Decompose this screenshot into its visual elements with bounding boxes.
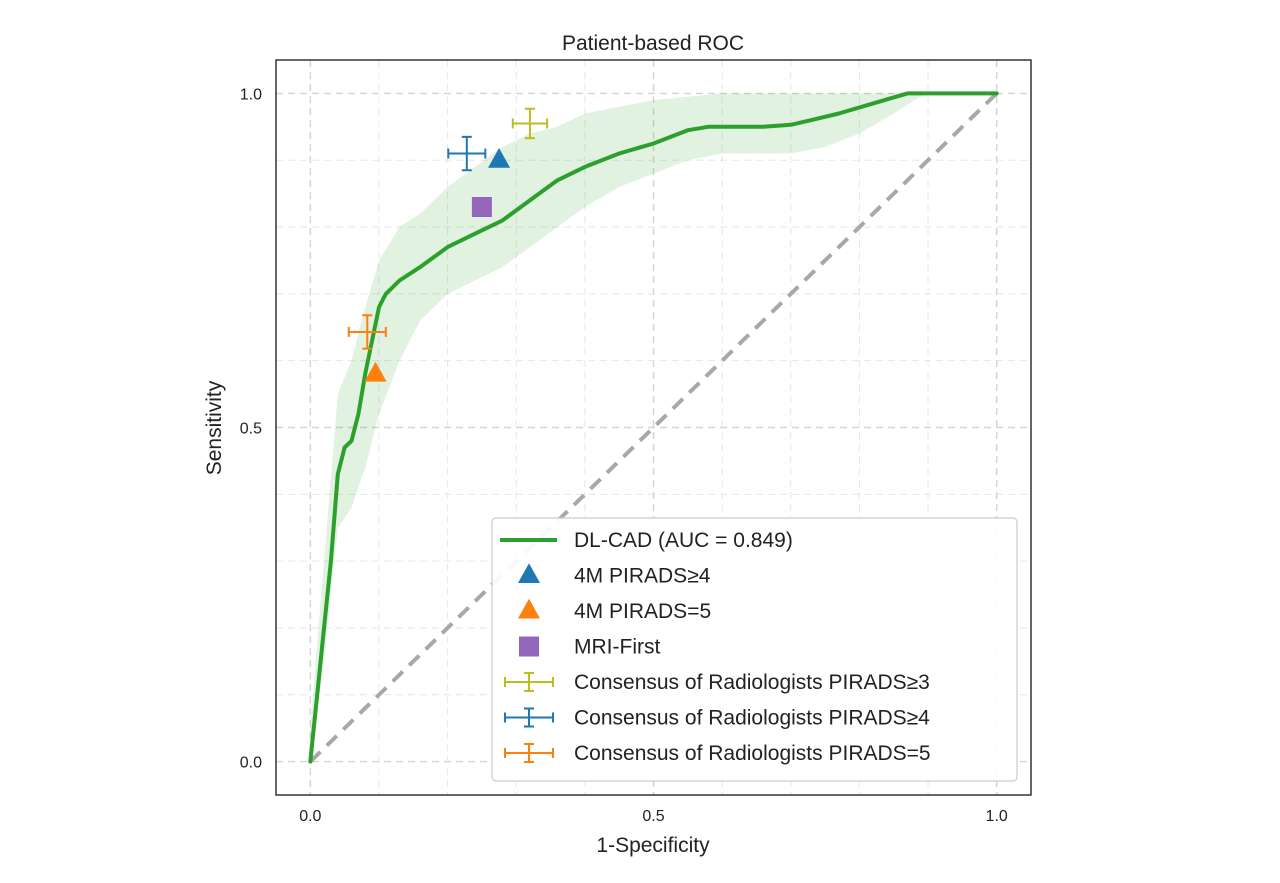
plot-frame bbox=[275, 59, 1032, 796]
x-tick-label: 0.5 bbox=[642, 808, 664, 825]
marker-layer bbox=[347, 107, 549, 382]
legend-entry: 4M PIRADS≥4 bbox=[518, 563, 711, 588]
y-tick-label: 0.0 bbox=[240, 755, 262, 772]
roc-curve-layer bbox=[308, 91, 999, 764]
x-axis-title: 1-Specificity bbox=[596, 834, 710, 857]
legend-label: Consensus of Radiologists PIRADS≥3 bbox=[574, 671, 930, 694]
legend-box bbox=[491, 517, 1018, 782]
errorbar-consensus-of-radiologists-pirads-3 bbox=[511, 107, 549, 140]
legend-entry: Consensus of Radiologists PIRADS=5 bbox=[504, 742, 931, 765]
legend-entry: DL-CAD (AUC = 0.849) bbox=[500, 529, 793, 552]
legend-label: Consensus of Radiologists PIRADS≥4 bbox=[574, 707, 930, 730]
legend-label: Consensus of Radiologists PIRADS=5 bbox=[574, 742, 931, 765]
legend-label: 4M PIRADS≥4 bbox=[574, 565, 711, 588]
x-tick-label: 1.0 bbox=[986, 808, 1008, 825]
legend-errorbar-swatch bbox=[504, 707, 554, 728]
legend-errorbar-swatch bbox=[504, 743, 554, 763]
confidence-band bbox=[310, 93, 997, 762]
legend-entry: 4M PIRADS=5 bbox=[518, 598, 711, 623]
roc-curve-line bbox=[308, 91, 999, 764]
legend-errorbar-swatch bbox=[504, 672, 554, 692]
point-mri-first bbox=[471, 197, 492, 217]
x-tick-label: 0.0 bbox=[299, 808, 321, 825]
legend-entry: MRI-First bbox=[519, 636, 660, 659]
legend-label: 4M PIRADS=5 bbox=[574, 600, 711, 623]
legend-entry: Consensus of Radiologists PIRADS≥4 bbox=[504, 707, 930, 730]
legend-triangle-swatch bbox=[518, 598, 540, 619]
legend-triangle-swatch bbox=[518, 563, 540, 584]
point-4m-pirads-5 bbox=[364, 361, 387, 382]
legend: DL-CAD (AUC = 0.849) 4M PIRADS≥4 4M PIRADS… bbox=[491, 517, 1018, 782]
errorbar-consensus-of-radiologists-pirads-4 bbox=[447, 135, 487, 172]
chart-title: Patient-based ROC bbox=[562, 32, 744, 55]
y-tick-label: 0.5 bbox=[240, 421, 262, 438]
legend-label: MRI-First bbox=[574, 636, 660, 659]
y-axis-title: Sensitivity bbox=[203, 380, 226, 475]
legend-square-swatch bbox=[519, 636, 539, 657]
tick-label-layer: 0.0 0.5 1.0 0.0 0.5 1.0 bbox=[240, 86, 1008, 825]
legend-entry: Consensus of Radiologists PIRADS≥3 bbox=[504, 671, 930, 694]
y-tick-label: 1.0 bbox=[240, 86, 262, 103]
point-4m-pirads-4 bbox=[488, 147, 511, 168]
errorbar-consensus-of-radiologists-pirads-5 bbox=[347, 314, 387, 350]
legend-label: DL-CAD (AUC = 0.849) bbox=[574, 529, 793, 552]
confidence-band-layer bbox=[310, 93, 997, 762]
